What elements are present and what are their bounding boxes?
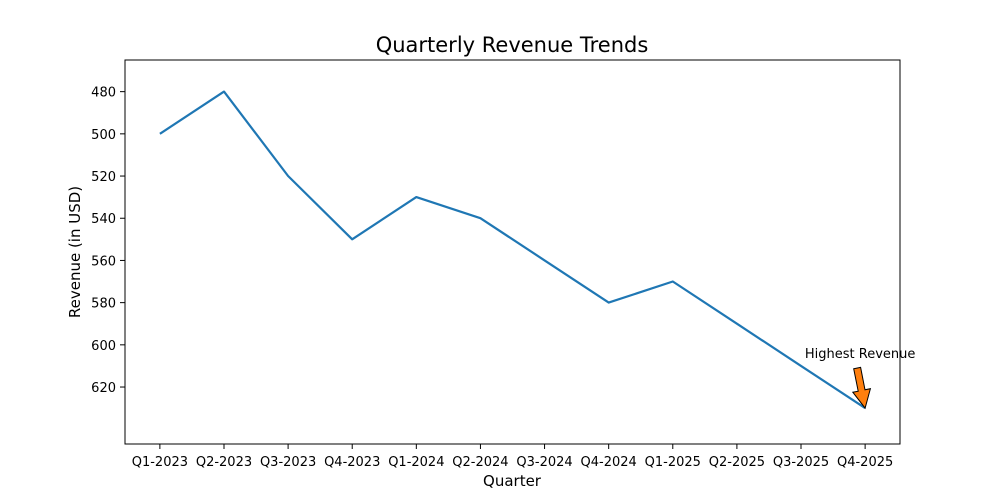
x-tick-label: Q1-2025 xyxy=(645,455,701,470)
chart-title: Quarterly Revenue Trends xyxy=(376,33,649,57)
y-tick-label: 600 xyxy=(91,339,116,354)
y-tick-label: 620 xyxy=(91,381,116,396)
x-tick-label: Q2-2025 xyxy=(709,455,765,470)
x-tick-label: Q1-2023 xyxy=(132,455,188,470)
x-tick-label: Q2-2023 xyxy=(196,455,252,470)
annotation-text: Highest Revenue xyxy=(805,347,916,362)
x-tick-label: Q3-2025 xyxy=(773,455,829,470)
x-tick-label: Q3-2024 xyxy=(516,455,572,470)
y-tick-label: 540 xyxy=(91,212,116,227)
data-points xyxy=(159,91,866,409)
y-tick-label: 580 xyxy=(91,297,116,312)
x-tick-label: Q4-2024 xyxy=(581,455,637,470)
x-tick-label: Q4-2023 xyxy=(324,455,380,470)
y-tick-label: 480 xyxy=(91,86,116,101)
y-axis: 480 500 520 540 560 580 600 620 xyxy=(91,86,125,396)
y-axis-title: Revenue (in USD) xyxy=(66,186,84,318)
x-tick-label: Q1-2024 xyxy=(388,455,444,470)
x-axis: Q1-2023 Q2-2023 Q3-2023 Q4-2023 Q1-2024 Q2-20… xyxy=(132,444,893,470)
x-axis-title: Quarter xyxy=(483,472,542,490)
plot-frame xyxy=(124,59,901,445)
x-tick-label: Q4-2025 xyxy=(837,455,893,470)
y-tick-label: 500 xyxy=(91,128,116,143)
x-tick-label: Q3-2023 xyxy=(260,455,316,470)
annotation-arrow xyxy=(851,366,872,410)
series-line xyxy=(159,90,866,410)
y-tick-label: 560 xyxy=(91,254,116,269)
y-tick-label: 520 xyxy=(91,170,116,185)
x-tick-label: Q2-2024 xyxy=(452,455,508,470)
